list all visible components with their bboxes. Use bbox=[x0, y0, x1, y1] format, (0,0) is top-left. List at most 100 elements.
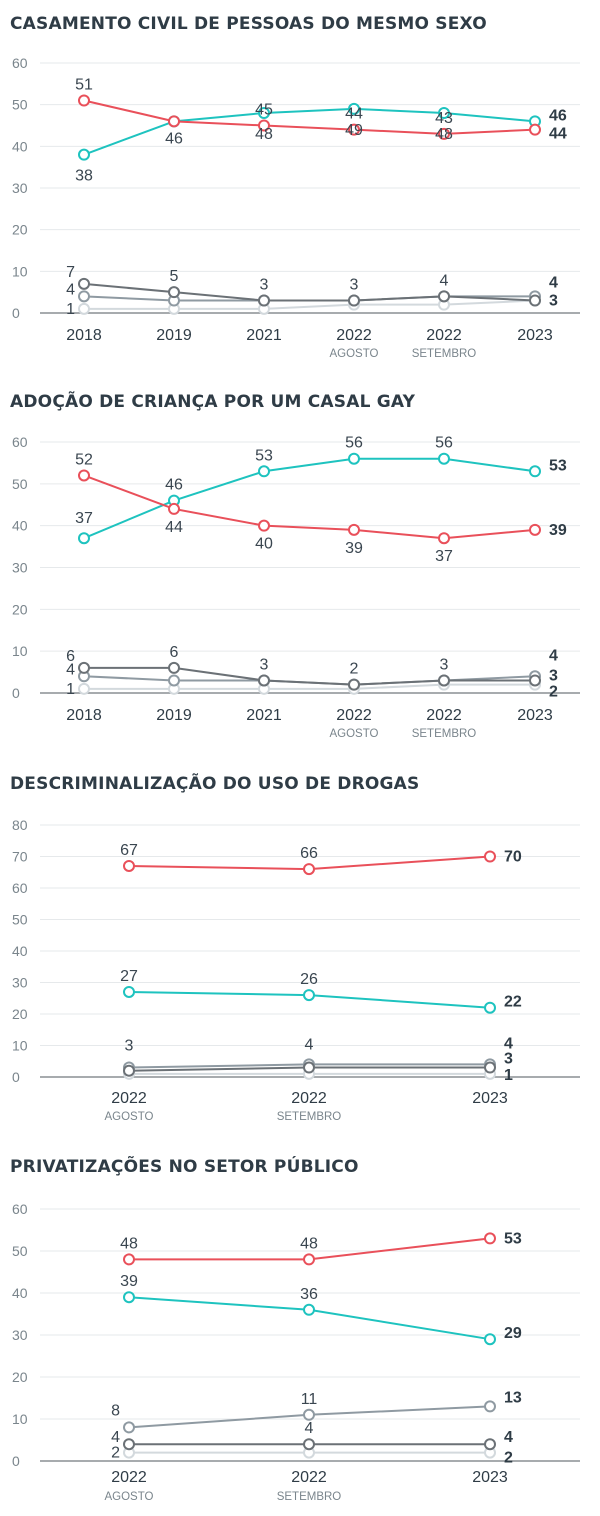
data-point-against bbox=[529, 523, 541, 536]
x-tick-sublabel: AGOSTO bbox=[330, 728, 379, 740]
x-tick-label: 2022 bbox=[291, 1469, 327, 1486]
x-tick-label: 2018 bbox=[66, 327, 102, 344]
data-label-other: 2 bbox=[504, 1450, 513, 1467]
data-point-against bbox=[123, 1253, 135, 1266]
data-point-against bbox=[438, 127, 450, 140]
data-label-dontknow: 4 bbox=[111, 1429, 120, 1446]
data-point-dontknow bbox=[168, 661, 180, 674]
data-label-against: 52 bbox=[75, 451, 93, 468]
y-tick-label: 20 bbox=[12, 1369, 28, 1385]
data-label-against: 45 bbox=[255, 102, 273, 119]
y-tick-label: 60 bbox=[12, 1201, 28, 1217]
x-tick-label: 2021 bbox=[246, 327, 282, 344]
data-label-favor: 56 bbox=[435, 435, 453, 452]
data-point-dontknow bbox=[438, 290, 450, 303]
data-point-against bbox=[168, 115, 180, 128]
data-point-favor bbox=[484, 1001, 496, 1014]
data-point-neither bbox=[168, 674, 180, 687]
data-point-favor bbox=[348, 102, 360, 115]
series-line-dontknow bbox=[84, 666, 535, 686]
data-label-other: 2 bbox=[111, 1445, 120, 1462]
data-point-against bbox=[168, 502, 180, 515]
x-tick-label: 2022 bbox=[111, 1090, 147, 1107]
data-label-favor: 48 bbox=[435, 126, 453, 143]
data-label-favor: 46 bbox=[549, 107, 567, 124]
data-point-dontknow bbox=[78, 277, 90, 290]
data-label-dontknow: 3 bbox=[549, 293, 558, 310]
data-label-favor: 53 bbox=[255, 447, 273, 464]
data-label-neither: 13 bbox=[504, 1389, 522, 1406]
data-label-against: 37 bbox=[435, 548, 453, 565]
y-tick-label: 50 bbox=[12, 476, 28, 492]
data-label-favor: 53 bbox=[549, 457, 567, 474]
data-label-dontknow: 4 bbox=[440, 272, 449, 289]
y-tick-label: 30 bbox=[12, 975, 28, 991]
x-tick-label: 2022 bbox=[111, 1469, 147, 1486]
data-point-favor bbox=[78, 148, 90, 161]
data-label-dontknow: 7 bbox=[66, 264, 75, 281]
data-label-dontknow: 3 bbox=[504, 1051, 513, 1068]
data-point-favor bbox=[348, 452, 360, 465]
x-tick-label: 2022 bbox=[291, 1090, 327, 1107]
data-label-neither: 8 bbox=[111, 1402, 120, 1419]
y-tick-label: 10 bbox=[12, 1038, 28, 1054]
data-label-dontknow: 3 bbox=[260, 656, 269, 673]
data-point-against bbox=[348, 523, 360, 536]
x-tick-label: 2021 bbox=[246, 707, 282, 724]
series-line-against bbox=[83, 474, 536, 540]
data-label-favor: 36 bbox=[300, 1286, 318, 1303]
data-label-dontknow: 3 bbox=[549, 667, 558, 684]
data-point-against bbox=[303, 1253, 315, 1266]
data-point-against bbox=[123, 859, 135, 872]
y-tick-label: 40 bbox=[12, 518, 28, 534]
y-tick-label: 20 bbox=[12, 222, 28, 238]
data-point-dontknow bbox=[348, 678, 360, 691]
y-tick-label: 40 bbox=[12, 138, 28, 154]
data-label-dontknow: 4 bbox=[504, 1429, 513, 1446]
data-point-against bbox=[484, 1232, 496, 1245]
data-point-dontknow bbox=[529, 674, 541, 687]
y-tick-label: 30 bbox=[12, 180, 28, 196]
y-tick-label: 10 bbox=[12, 643, 28, 659]
data-point-against bbox=[529, 123, 541, 136]
data-label-against: 48 bbox=[300, 1235, 318, 1252]
x-tick-sublabel: AGOSTO bbox=[105, 1111, 154, 1123]
data-label-against: 67 bbox=[120, 842, 138, 859]
data-label-other: 1 bbox=[504, 1067, 513, 1084]
x-tick-label: 2023 bbox=[517, 707, 553, 724]
data-point-against bbox=[258, 519, 270, 532]
y-tick-label: 30 bbox=[12, 1327, 28, 1343]
data-label-dontknow: 4 bbox=[305, 1420, 314, 1437]
x-tick-sublabel: AGOSTO bbox=[330, 348, 379, 360]
data-point-against bbox=[303, 863, 315, 876]
x-tick-sublabel: SETEMBRO bbox=[412, 348, 477, 360]
x-tick-label: 2019 bbox=[156, 707, 192, 724]
data-point-favor bbox=[303, 989, 315, 1002]
data-label-favor: 48 bbox=[255, 126, 273, 143]
data-point-neither bbox=[303, 1408, 315, 1421]
data-label-favor: 26 bbox=[300, 971, 318, 988]
data-point-dontknow bbox=[123, 1064, 135, 1077]
chart-title: DESCRIMINALIZAÇÃO DO USO DE DROGAS bbox=[10, 774, 420, 794]
y-tick-label: 60 bbox=[12, 880, 28, 896]
data-point-against bbox=[78, 469, 90, 482]
data-label-dontknow: 6 bbox=[66, 648, 75, 665]
data-label-dontknow: 5 bbox=[170, 268, 179, 285]
x-tick-label: 2022 bbox=[426, 707, 462, 724]
data-label-against: 66 bbox=[300, 845, 318, 862]
data-label-dontknow: 3 bbox=[260, 277, 269, 294]
data-label-dontknow: 6 bbox=[170, 644, 179, 661]
data-point-favor bbox=[529, 465, 541, 478]
series-line-dontknow bbox=[83, 282, 536, 302]
data-point-neither bbox=[78, 290, 90, 303]
data-label-against: 51 bbox=[75, 77, 93, 94]
data-label-favor: 27 bbox=[120, 968, 138, 985]
data-point-dontknow bbox=[258, 674, 270, 687]
data-label-against: 43 bbox=[435, 110, 453, 127]
chart-title: PRIVATIZAÇÕES NO SETOR PÚBLICO bbox=[10, 1157, 359, 1177]
data-point-dontknow bbox=[258, 294, 270, 307]
data-label-neither: 4 bbox=[66, 661, 75, 678]
chart-title: CASAMENTO CIVIL DE PESSOAS DO MESMO SEXO bbox=[10, 14, 487, 34]
data-point-favor bbox=[78, 532, 90, 545]
data-label-against: 53 bbox=[504, 1230, 522, 1247]
